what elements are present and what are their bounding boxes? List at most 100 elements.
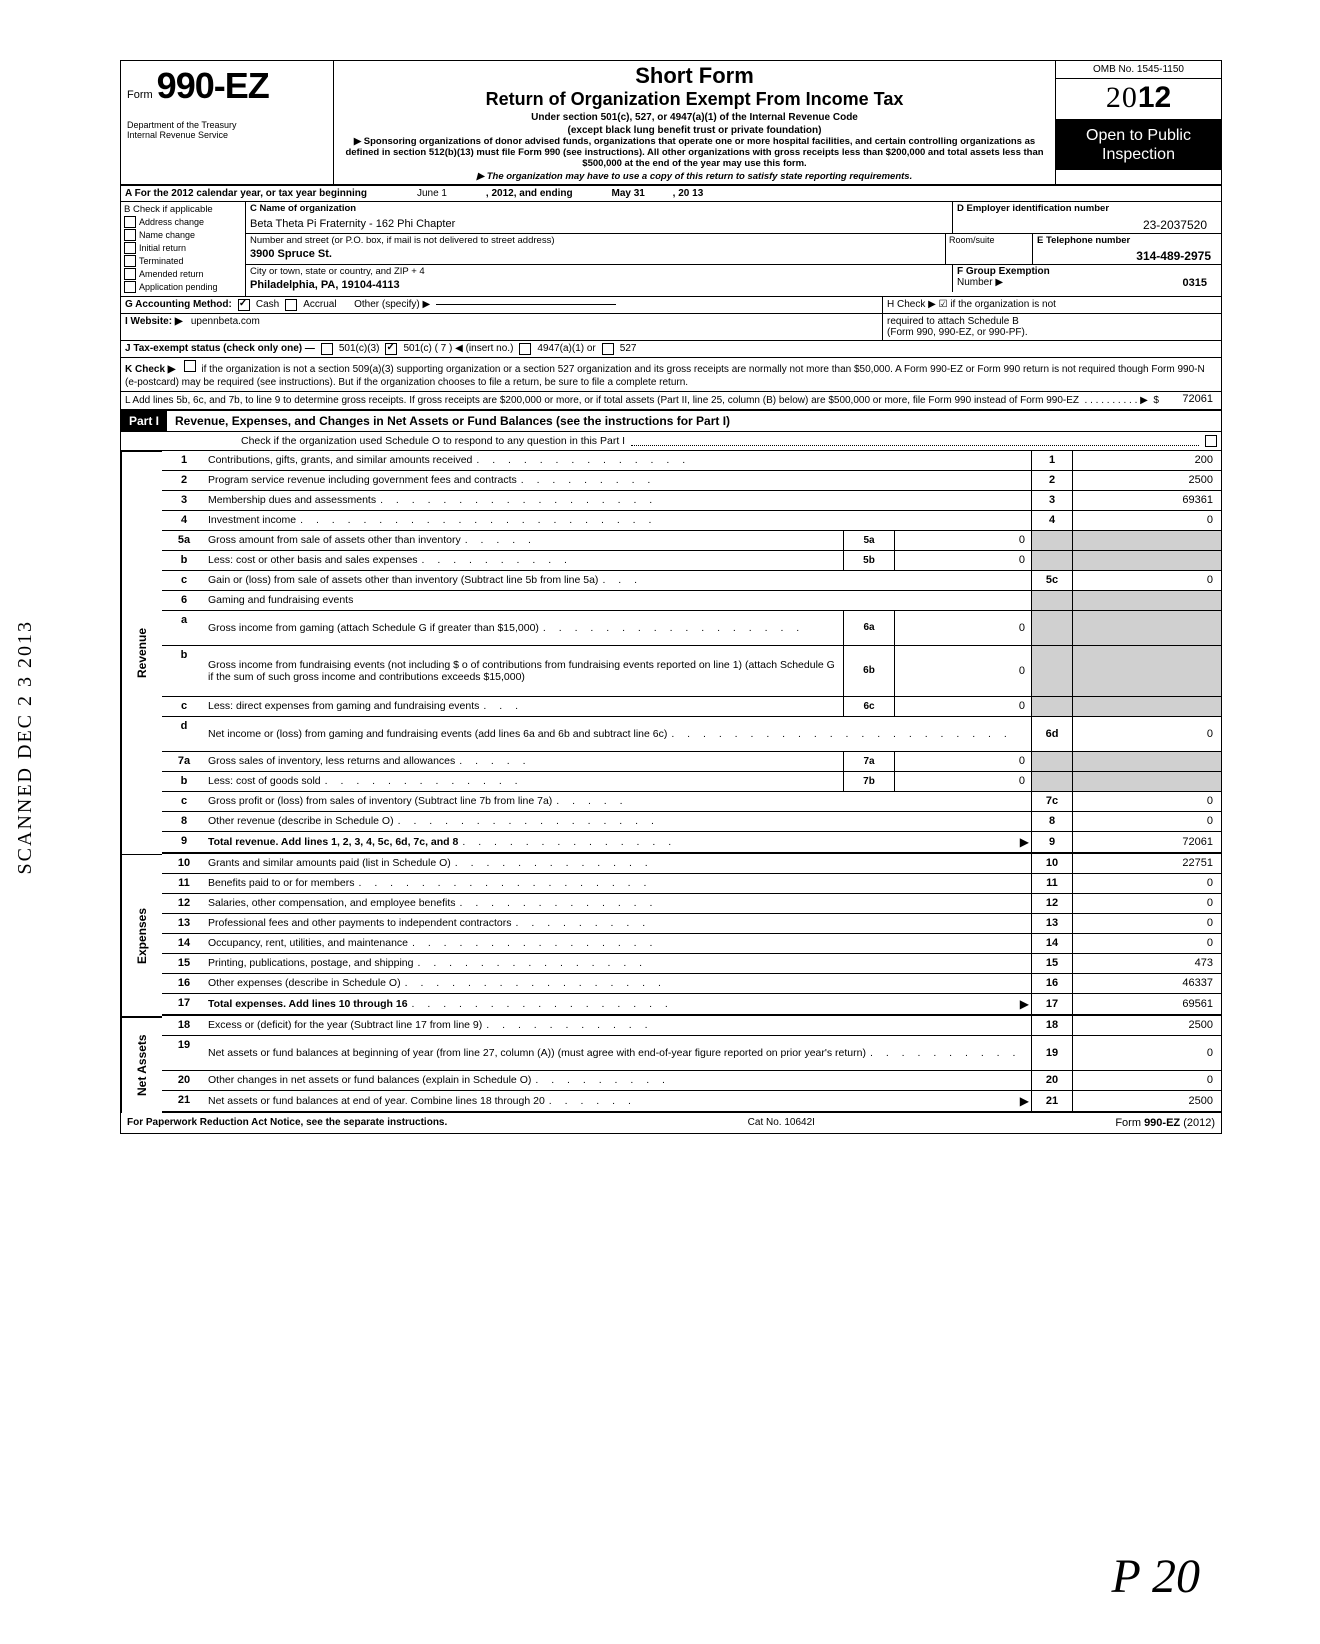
city-label: City or town, state or country, and ZIP … [250,266,948,277]
ln-6c: c [162,697,206,716]
lc-14: 14 [1031,934,1072,953]
chk-address-change[interactable] [124,216,136,228]
sv-6b: 0 [894,646,1031,696]
header-right: OMB No. 1545-1150 2012 Open to Public In… [1055,61,1221,184]
chk-terminated[interactable] [124,255,136,267]
chk-k[interactable] [184,360,196,372]
j-527: 527 [620,343,637,354]
h-schedule-b: H Check ▶ ☑ if the organization is not [883,297,1221,313]
lv-16: 46337 [1072,974,1221,993]
chk-name-change[interactable] [124,229,136,241]
org-name: Beta Theta Pi Fraternity - 162 Phi Chapt… [250,214,948,230]
sc-6c: 6c [843,697,894,716]
b-center: C Name of organization Beta Theta Pi Fra… [246,202,1221,296]
sponsor-line: ▶ Sponsoring organizations of donor advi… [338,137,1051,170]
chk-501c3[interactable] [321,343,333,355]
lv-18: 2500 [1072,1016,1221,1035]
handwritten-p20: P 20 [1112,1549,1200,1604]
lc-8: 8 [1031,812,1072,831]
lc-7b-shade [1031,772,1072,791]
chk-accrual[interactable] [285,299,297,311]
chk-cash[interactable] [238,299,250,311]
lc-12: 12 [1031,894,1072,913]
lc-11: 11 [1031,874,1072,893]
sv-5a: 0 [894,531,1031,550]
telephone-block: E Telephone number 314-489-2975 [1033,234,1221,265]
part-1-label: Part I [121,411,167,431]
h-line3: (Form 990, 990-EZ, or 990-PF). [887,327,1217,338]
form-word: Form [127,89,153,101]
d-ein-block: D Employer identification number 23-2037… [953,202,1221,234]
sc-6b: 6b [843,646,894,696]
section-bcdef: B Check if applicable Address change Nam… [121,202,1221,297]
ln-18: 18 [162,1016,206,1035]
expenses-section: Expenses 10Grants and similar amounts pa… [121,854,1221,1016]
lc-18: 18 [1031,1016,1072,1035]
lv-21: 2500 [1072,1091,1221,1111]
ld-6: Gaming and fundraising events [208,594,353,606]
street-block: Number and street (or P.O. box, if mail … [246,234,946,265]
g-other-line[interactable] [436,304,616,305]
lc-5c: 5c [1031,571,1072,590]
b-item-0: Address change [139,217,204,227]
lv-20: 0 [1072,1071,1221,1090]
b-item-1: Name change [139,230,195,240]
ld-6c: Less: direct expenses from gaming and fu… [208,700,479,712]
ld-17: Total expenses. Add lines 10 through 16 [208,998,408,1010]
arrow-17: ▶ [1020,997,1029,1011]
street-label: Number and street (or P.O. box, if mail … [250,235,941,246]
lc-15: 15 [1031,954,1072,973]
ln-21: 21 [162,1091,206,1111]
chk-527[interactable] [602,343,614,355]
ld-18: Excess or (deficit) for the year (Subtra… [208,1019,482,1031]
form-990ez: Form 990-EZ Department of the Treasury I… [120,60,1222,1134]
omb-number: OMB No. 1545-1150 [1056,61,1221,79]
k-label: K Check ▶ [125,364,175,375]
b-item-3: Terminated [139,256,184,266]
lv-5b-shade [1072,551,1221,570]
chk-app-pending[interactable] [124,281,136,293]
j-501c: 501(c) ( 7 ) ◀ (insert no.) [403,343,513,354]
ln-6: 6 [162,591,206,610]
lc-20: 20 [1031,1071,1072,1090]
row-a-end: May 31 [612,188,645,199]
room-suite: Room/suite [946,234,1033,265]
ln-16: 16 [162,974,206,993]
chk-501c[interactable] [385,343,397,355]
ln-5b: b [162,551,206,570]
row-i: I Website: ▶ upennbeta.com required to a… [121,314,1221,341]
lv-13: 0 [1072,914,1221,933]
ln-6a: a [162,611,206,645]
ld-5b: Less: cost or other basis and sales expe… [208,554,418,566]
revenue-section: Revenue 1Contributions, gifts, grants, a… [121,451,1221,854]
lc-4: 4 [1031,511,1072,530]
chk-4947[interactable] [519,343,531,355]
ein-value: 23-2037520 [957,214,1217,232]
lv-15: 473 [1072,954,1221,973]
b-checkboxes: B Check if applicable Address change Nam… [121,202,246,296]
lc-9: 9 [1031,832,1072,852]
lc-5b-shade [1031,551,1072,570]
row-a-mid: , 2012, and ending [486,188,573,199]
form-ref: Form 990-EZ (2012) [1115,1117,1215,1129]
chk-initial-return[interactable] [124,242,136,254]
ln-10: 10 [162,854,206,873]
b-item-4: Amended return [139,269,204,279]
row-l: L Add lines 5b, 6c, and 7b, to line 9 to… [121,392,1221,411]
lv-7c: 0 [1072,792,1221,811]
sc-7a: 7a [843,752,894,771]
ln-1: 1 [162,451,206,470]
lv-6d: 0 [1072,717,1221,751]
l-amount: 72061 [1182,392,1213,406]
part-1-header: Part I Revenue, Expenses, and Changes in… [121,411,1221,432]
chk-amended[interactable] [124,268,136,280]
lc-16: 16 [1031,974,1072,993]
sv-6c: 0 [894,697,1031,716]
lc-2: 2 [1031,471,1072,490]
ld-7c: Gross profit or (loss) from sales of inv… [208,795,552,807]
chk-schedule-o[interactable] [1205,435,1217,447]
ln-3: 3 [162,491,206,510]
ln-11: 11 [162,874,206,893]
sc-6a: 6a [843,611,894,645]
g-cash: Cash [256,299,279,310]
